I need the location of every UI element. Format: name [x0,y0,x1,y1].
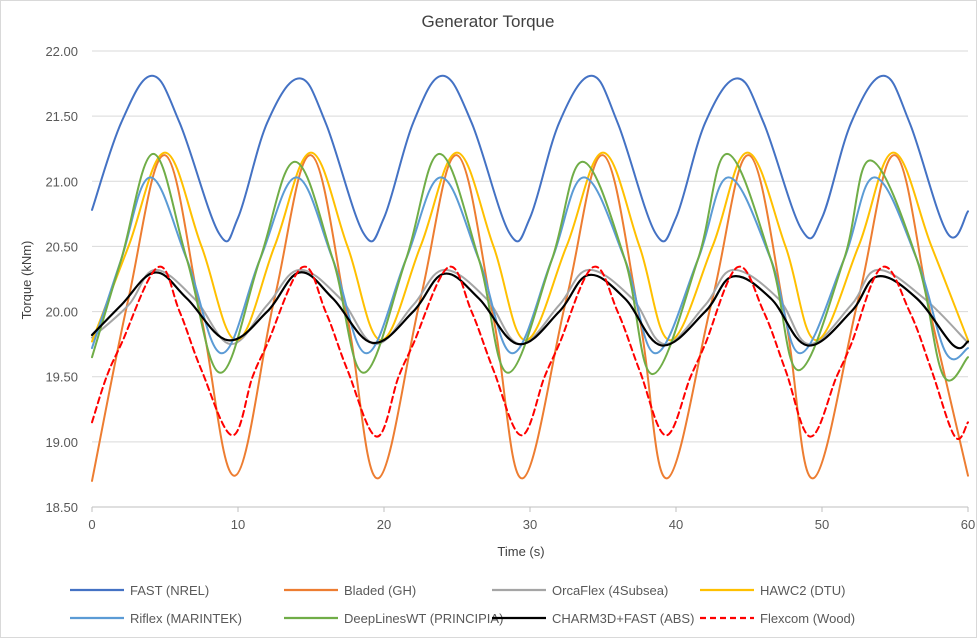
y-tick-label: 22.00 [45,44,78,59]
axes: 18.50 19.00 19.50 20.00 20.50 21.00 21.50 22.00… [45,44,975,532]
series-line-deeplineswt-principia [91,152,969,382]
x-tick-label: 30 [523,517,537,532]
legend-label: Flexcom (Wood) [760,611,855,626]
x-tick-label: 20 [377,517,391,532]
legend-label: OrcaFlex (4Subsea) [552,583,668,598]
x-tick-label: 10 [231,517,245,532]
y-tick-label: 21.00 [45,174,78,189]
series-line-bladed-gh [91,154,969,482]
legend-label: DeepLinesWT (PRINCIPIA) [344,611,503,626]
y-tick-label: 21.50 [45,109,78,124]
legend-label: HAWC2 (DTU) [760,583,845,598]
x-tick-label: 40 [669,517,683,532]
y-tick-label: 20.50 [45,239,78,254]
legend: FAST (NREL) Bladed (GH) OrcaFlex (4Subsea)… [70,583,855,626]
x-axis-title: Time (s) [497,544,544,559]
series-lines [90,74,970,482]
y-tick-label: 18.50 [45,500,78,515]
y-axis-title: Torque (kNm) [19,241,34,320]
y-tick-label: 19.00 [45,435,78,450]
series-line-riflex-marintek [91,176,969,361]
chart-title: Generator Torque [422,12,555,31]
x-tick-label: 0 [88,517,95,532]
y-tick-label: 20.00 [45,305,78,320]
y-tick-label: 19.50 [45,370,78,385]
series-line-charm3d-fast-abs [90,271,970,350]
legend-label: FAST (NREL) [130,583,209,598]
x-tick-label: 50 [815,517,829,532]
legend-label: Riflex (MARINTEK) [130,611,242,626]
series-line-flexcom-wood [91,265,969,440]
legend-label: Bladed (GH) [344,583,416,598]
legend-label: CHARM3D+FAST (ABS) [552,611,694,626]
gridlines [92,50,968,508]
series-line-fast-nrel [91,74,969,243]
x-tick-label: 60 [961,517,975,532]
